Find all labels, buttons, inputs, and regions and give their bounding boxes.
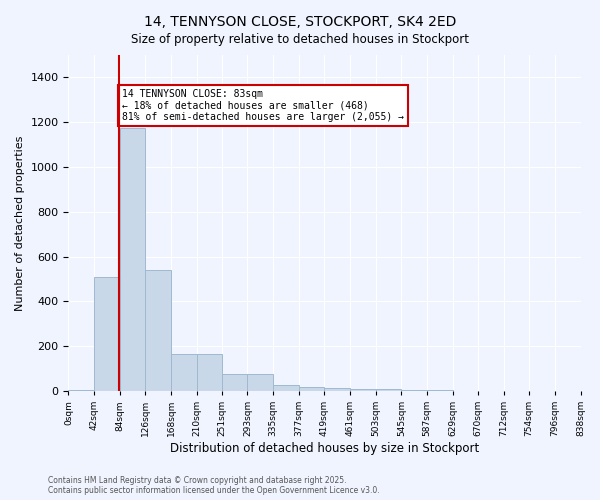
- Bar: [273, 386, 299, 391]
- Bar: [376, 389, 401, 391]
- Bar: [427, 390, 453, 391]
- Bar: [325, 388, 350, 391]
- Bar: [247, 374, 273, 391]
- Bar: [145, 270, 171, 391]
- Bar: [94, 277, 120, 391]
- Bar: [299, 386, 325, 391]
- X-axis label: Distribution of detached houses by size in Stockport: Distribution of detached houses by size …: [170, 442, 479, 455]
- Bar: [350, 389, 376, 391]
- Text: 14, TENNYSON CLOSE, STOCKPORT, SK4 2ED: 14, TENNYSON CLOSE, STOCKPORT, SK4 2ED: [144, 15, 456, 29]
- Bar: [197, 354, 222, 391]
- Text: Contains HM Land Registry data © Crown copyright and database right 2025.
Contai: Contains HM Land Registry data © Crown c…: [48, 476, 380, 495]
- Y-axis label: Number of detached properties: Number of detached properties: [15, 136, 25, 310]
- Bar: [171, 354, 197, 391]
- Bar: [68, 390, 94, 391]
- Bar: [222, 374, 247, 391]
- Text: Size of property relative to detached houses in Stockport: Size of property relative to detached ho…: [131, 32, 469, 46]
- Text: 14 TENNYSON CLOSE: 83sqm
← 18% of detached houses are smaller (468)
81% of semi-: 14 TENNYSON CLOSE: 83sqm ← 18% of detach…: [122, 88, 404, 122]
- Bar: [120, 128, 145, 391]
- Bar: [401, 390, 427, 391]
